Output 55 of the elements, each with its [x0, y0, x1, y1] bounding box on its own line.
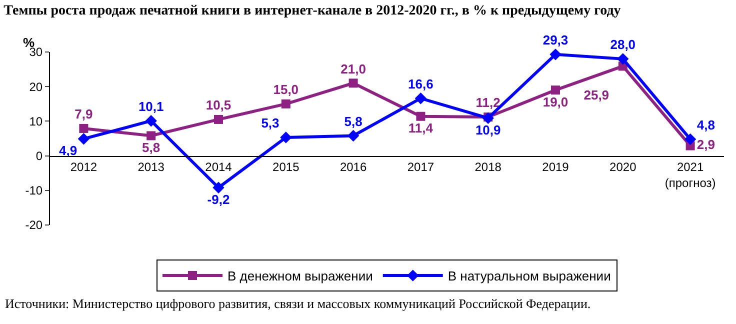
y-tick-label: 20	[29, 80, 43, 94]
data-label: 21,0	[340, 61, 366, 76]
data-label: 25,9	[584, 87, 616, 102]
x-tick-label: 2012	[70, 160, 98, 174]
x-tick-label: 2021 (прогноз)	[664, 160, 716, 190]
point	[214, 114, 223, 124]
data-label: 5,8	[142, 140, 160, 156]
point	[280, 132, 292, 144]
data-label: 11,2	[476, 95, 500, 110]
point	[684, 133, 696, 146]
data-label: 10,1	[138, 98, 164, 114]
data-label: 7,9	[74, 106, 93, 122]
data-label: 15,0	[273, 82, 299, 98]
chart-title: Темпы роста продаж печатной книги в интернет-канале в 2012-2020 гг., в % к предыдущему году	[4, 4, 621, 19]
point	[617, 53, 629, 65]
point	[145, 115, 157, 127]
data-label: 11,4	[408, 120, 434, 136]
point	[551, 86, 560, 95]
text: Источники: Министерство цифрового развития, связи и массовых коммуникаций Российской Федерации.	[5, 296, 591, 311]
data-label: 29,3	[542, 32, 568, 48]
legend-label: В натуральном выражении	[448, 268, 611, 284]
y-tick-label: 0	[36, 149, 43, 163]
x-tick-label: 2013	[138, 160, 165, 174]
data-label: 5,8	[344, 114, 362, 129]
x-tick-label: 2017	[407, 160, 434, 174]
y-tick-label: -10	[25, 184, 43, 198]
x-tick-label: 2014	[205, 160, 232, 174]
data-label: -9,2	[207, 192, 230, 208]
y-tick-label: -20	[25, 218, 43, 232]
point	[414, 92, 427, 104]
y-tick-label: 10	[29, 114, 43, 128]
data-label: 10,9	[475, 122, 501, 138]
point	[347, 130, 360, 142]
data-label: 4,8	[696, 117, 716, 132]
x-tick-label: 2019	[542, 160, 570, 174]
point	[416, 112, 426, 121]
x-tick-label: 2020	[610, 160, 637, 174]
data-label: 5,3	[261, 116, 280, 131]
point	[79, 124, 88, 133]
data-label: 16,6	[408, 76, 434, 92]
data-label: 19,0	[542, 94, 568, 110]
x-tick-label: 2018	[474, 160, 502, 174]
x-tick-label: 2016	[340, 160, 367, 174]
data-label: 10,5	[206, 98, 232, 113]
point	[212, 182, 224, 194]
data-label: 4,9	[58, 143, 78, 158]
legend-label: В денежном выражении	[228, 268, 373, 284]
point	[348, 78, 358, 88]
point	[146, 131, 156, 140]
point	[281, 99, 290, 108]
point	[550, 48, 562, 60]
data-label: 28,0	[610, 37, 636, 52]
point	[78, 133, 90, 145]
x-tick-label: 2015	[272, 160, 300, 174]
data-label: 2,9	[696, 137, 716, 152]
